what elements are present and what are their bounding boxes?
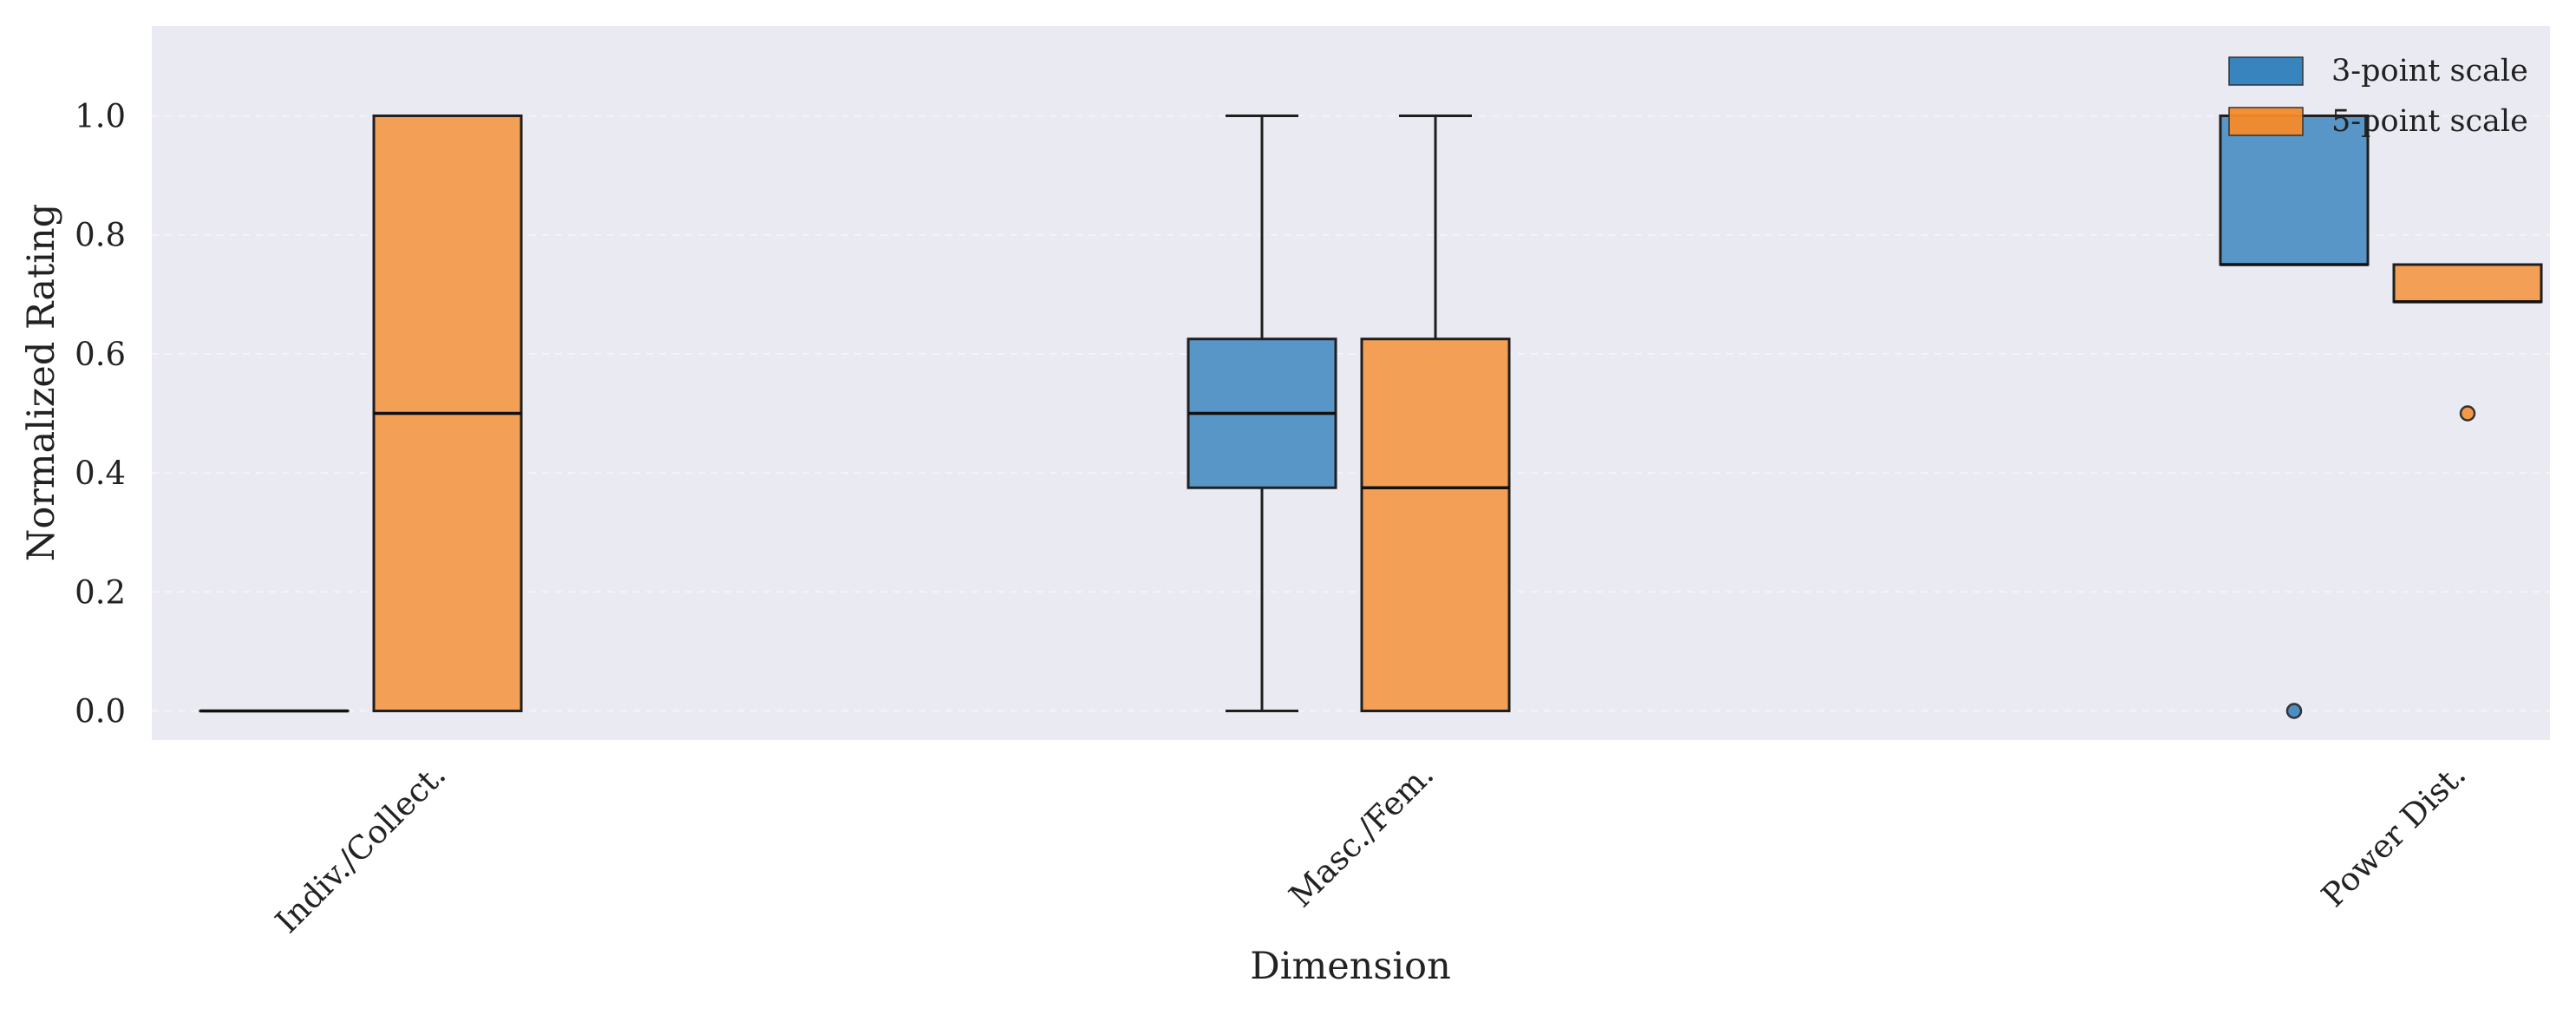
outlier-point <box>2285 703 2303 719</box>
legend: 3-point scale 5-point scale <box>2228 54 2528 139</box>
box-layer <box>199 115 2543 719</box>
plot-area <box>152 26 2550 740</box>
y-tick-label: 1.0 <box>75 98 126 135</box>
y-tick-label: 0.0 <box>75 693 126 730</box>
legend-swatch <box>2228 107 2304 136</box>
box-plot <box>1187 115 1337 712</box>
x-tick-labels: Indiv./Collect. Masc./Fem. Power Dist. <box>268 756 2473 940</box>
legend-swatch <box>2228 56 2304 86</box>
x-axis-title: Dimension <box>1250 945 1451 988</box>
outlier-point <box>2459 405 2476 422</box>
box-body <box>2219 115 2370 266</box>
y-tick-label: 0.6 <box>75 336 126 373</box>
box-plot <box>372 115 523 712</box>
x-tick-label: Power Dist. <box>2314 756 2473 914</box>
box-plot <box>2392 263 2543 422</box>
box-body <box>2392 263 2543 304</box>
box-plot <box>1360 115 1511 712</box>
x-tick-label: Masc./Fem. <box>1282 756 1441 914</box>
legend-label: 5-point scale <box>2331 104 2528 139</box>
y-tick-label: 0.8 <box>75 217 126 254</box>
grid-layer <box>152 115 2550 712</box>
y-tick-label: 0.4 <box>75 455 126 492</box>
legend-label: 3-point scale <box>2331 54 2528 88</box>
x-tick-label: Indiv./Collect. <box>268 756 453 940</box>
box-body <box>1360 337 1511 712</box>
y-axis-title: Normalized Rating <box>20 204 63 562</box>
box-plot <box>2219 115 2370 719</box>
y-tick-label: 0.2 <box>75 573 126 611</box>
y-tick-labels: 0.0 0.2 0.4 0.6 0.8 1.0 <box>75 98 126 730</box>
